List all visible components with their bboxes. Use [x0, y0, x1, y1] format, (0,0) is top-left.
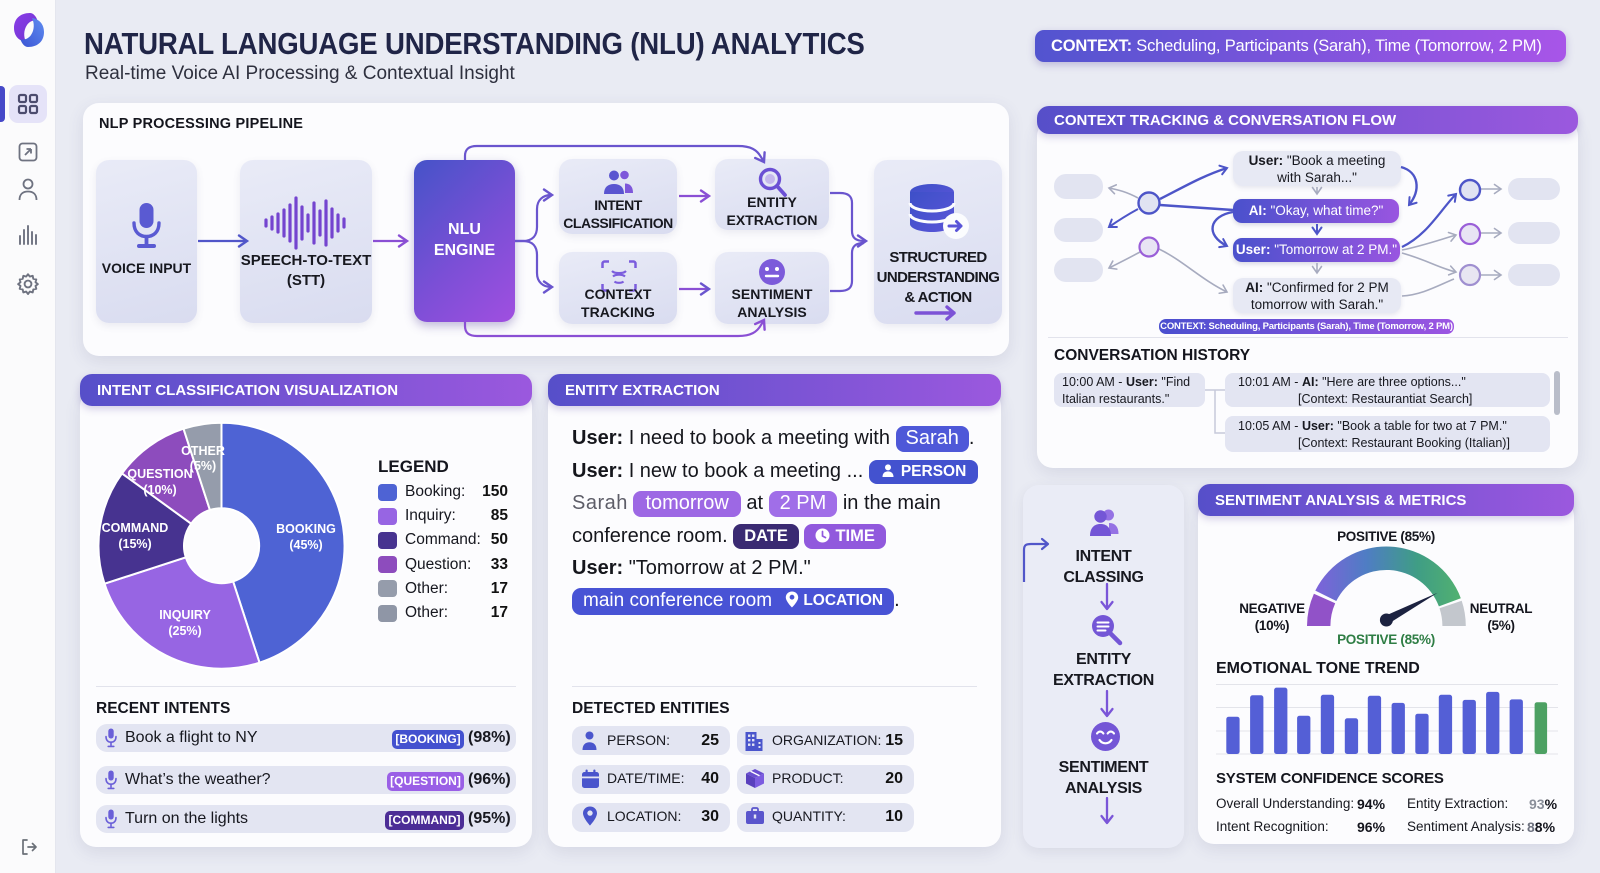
- svg-text:(5%): (5%): [190, 459, 216, 473]
- svg-text:(15%): (15%): [118, 537, 151, 551]
- svg-text:INQUIRY: INQUIRY: [159, 608, 211, 622]
- svg-text:(45%): (45%): [289, 538, 322, 552]
- svg-text:OTHER: OTHER: [181, 444, 225, 458]
- svg-text:QUESTION: QUESTION: [127, 467, 192, 481]
- svg-text:COMMAND: COMMAND: [102, 521, 169, 535]
- svg-text:(10%): (10%): [143, 483, 176, 497]
- svg-text:(25%): (25%): [168, 624, 201, 638]
- svg-text:BOOKING: BOOKING: [276, 522, 336, 536]
